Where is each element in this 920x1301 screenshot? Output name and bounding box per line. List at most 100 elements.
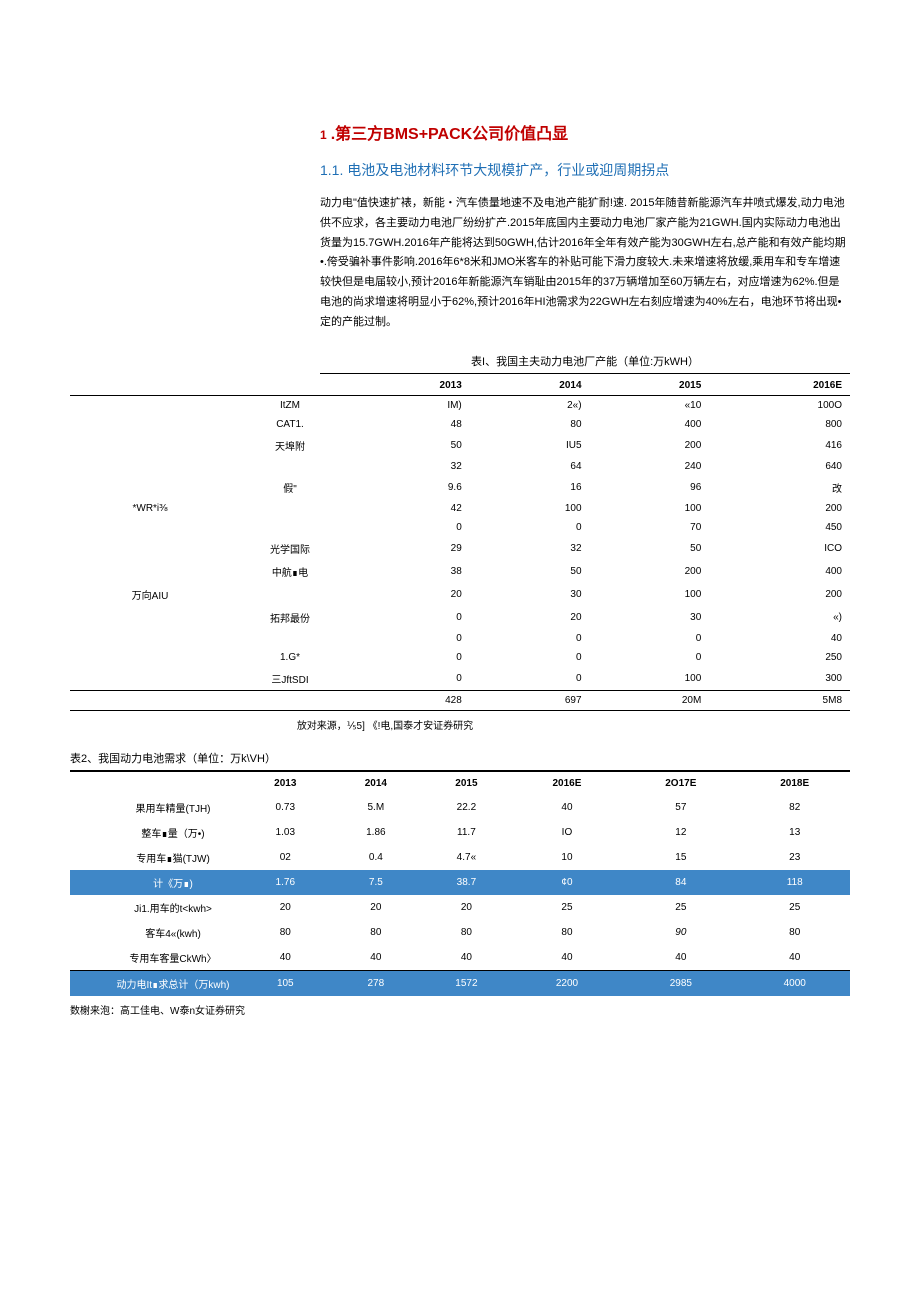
t2-cell: 40 (331, 945, 422, 971)
t1-cell: 32 (470, 537, 590, 560)
t1-cell: 100O (709, 395, 850, 415)
t1-cell: 250 (709, 648, 850, 667)
t1-cell: 29 (350, 537, 470, 560)
t1-col-a (70, 606, 230, 629)
t1-cell: 0 (350, 629, 470, 648)
t1-year-0: 2013 (350, 376, 470, 396)
t1-col-a (70, 648, 230, 667)
t2-cell: 278 (331, 970, 422, 996)
table-row: 中航∎电3850200400 (70, 560, 850, 583)
table2-caption: 表2、我国动力电池需求（单位：万k\VH） (70, 750, 850, 771)
t1-cell: 32 (350, 457, 470, 476)
table-row: 专用车客量CkWh〉404040404040 (70, 945, 850, 971)
heading-1-text: .第三方BMS+PACK公司价值凸显 (331, 126, 569, 143)
t1-cell: ICO (709, 537, 850, 560)
t2-cell: 20 (240, 895, 331, 920)
table-row: 假"9.61696改 (70, 476, 850, 499)
table-row: 三JftSDI00100300 (70, 667, 850, 691)
t2-cell: 11.7 (421, 820, 512, 845)
t1-col-b: 拓邦最份 (230, 606, 350, 629)
table-row: 拓邦最份02030«) (70, 606, 850, 629)
t2-cell: 1.86 (331, 820, 422, 845)
t1-col-a (70, 560, 230, 583)
t2-cell: 84 (622, 870, 739, 895)
t1-cell: 240 (590, 457, 710, 476)
t1-cell: 16 (470, 476, 590, 499)
t1-cell: 0 (350, 667, 470, 691)
t1-cell: 800 (709, 415, 850, 434)
t2-cell: 15 (622, 845, 739, 870)
t2-year-3: 2016E (512, 771, 623, 795)
t2-cell: 57 (622, 795, 739, 820)
table-row: 42869720M5M8 (70, 690, 850, 710)
t1-col-b (230, 518, 350, 537)
t1-cell: «) (709, 606, 850, 629)
t1-cell: 640 (709, 457, 850, 476)
t2-cell: 1.03 (240, 820, 331, 845)
t2-row-label: 果用车精量(TJH) (70, 795, 240, 820)
t1-col-b (230, 690, 350, 710)
t2-cell: 118 (739, 870, 850, 895)
t2-cell: 4000 (739, 970, 850, 996)
t2-cell: 40 (421, 945, 512, 971)
t1-cell: 100 (590, 499, 710, 518)
table-row: CAT1.4880400800 (70, 415, 850, 434)
t1-col-a (70, 518, 230, 537)
t2-cell: 80 (512, 920, 623, 945)
t1-cell: 0 (590, 629, 710, 648)
t1-cell: 0 (350, 518, 470, 537)
t1-cell: IM) (350, 395, 470, 415)
t1-col-a (70, 395, 230, 415)
t1-cell: 100 (470, 499, 590, 518)
t2-row-label: 专用车客量CkWh〉 (70, 945, 240, 971)
t1-year-3: 2016E (709, 376, 850, 396)
t2-cell: 80 (240, 920, 331, 945)
t1-cell: 64 (470, 457, 590, 476)
table-row: 3264240640 (70, 457, 850, 476)
t1-cell: 0 (470, 629, 590, 648)
table-row: 整车∎量（万•)1.031.8611.7IO1213 (70, 820, 850, 845)
t2-cell: 2985 (622, 970, 739, 996)
t2-row-label: 客车4«(kwh) (70, 920, 240, 945)
t2-cell: 02 (240, 845, 331, 870)
t1-cell: 200 (590, 560, 710, 583)
t2-cell: 7.5 (331, 870, 422, 895)
t1-year-2: 2015 (590, 376, 710, 396)
table-row: 计《万∎)1.767.538.7¢084118 (70, 870, 850, 895)
t1-cell: 50 (590, 537, 710, 560)
t2-cell: 1572 (421, 970, 512, 996)
table-row: Ji1.用车的t<kwh>202020252525 (70, 895, 850, 920)
t1-col-b (230, 583, 350, 606)
t2-cell: 40 (622, 945, 739, 971)
t2-cell: 80 (331, 920, 422, 945)
t1-cell: 5M8 (709, 690, 850, 710)
t2-cell: ¢0 (512, 870, 623, 895)
t1-cell: 400 (709, 560, 850, 583)
t1-col-b: 中航∎电 (230, 560, 350, 583)
t1-cell: 20 (350, 583, 470, 606)
t1-col-b: 假" (230, 476, 350, 499)
t1-cell: 30 (590, 606, 710, 629)
t2-cell: 0.73 (240, 795, 331, 820)
heading-1: 1.第三方BMS+PACK公司价值凸显 (320, 120, 850, 144)
t2-year-2: 2015 (421, 771, 512, 795)
t1-col-b (230, 629, 350, 648)
t1-year-1: 2014 (470, 376, 590, 396)
table-row: 00040 (70, 629, 850, 648)
t1-col-a (70, 629, 230, 648)
t2-year-1: 2014 (331, 771, 422, 795)
t2-cell: 80 (421, 920, 512, 945)
t2-cell: 82 (739, 795, 850, 820)
t1-cell: 42 (350, 499, 470, 518)
t2-cell: 1.76 (240, 870, 331, 895)
t1-col-b (230, 457, 350, 476)
t2-year-5: 2018E (739, 771, 850, 795)
t1-col-a (70, 667, 230, 691)
t2-cell: 22.2 (421, 795, 512, 820)
t2-cell: 40 (512, 945, 623, 971)
t2-cell: 13 (739, 820, 850, 845)
t2-cell: 25 (512, 895, 623, 920)
t1-cell: 2«) (470, 395, 590, 415)
t1-cell: IU5 (470, 434, 590, 457)
t1-cell: 300 (709, 667, 850, 691)
